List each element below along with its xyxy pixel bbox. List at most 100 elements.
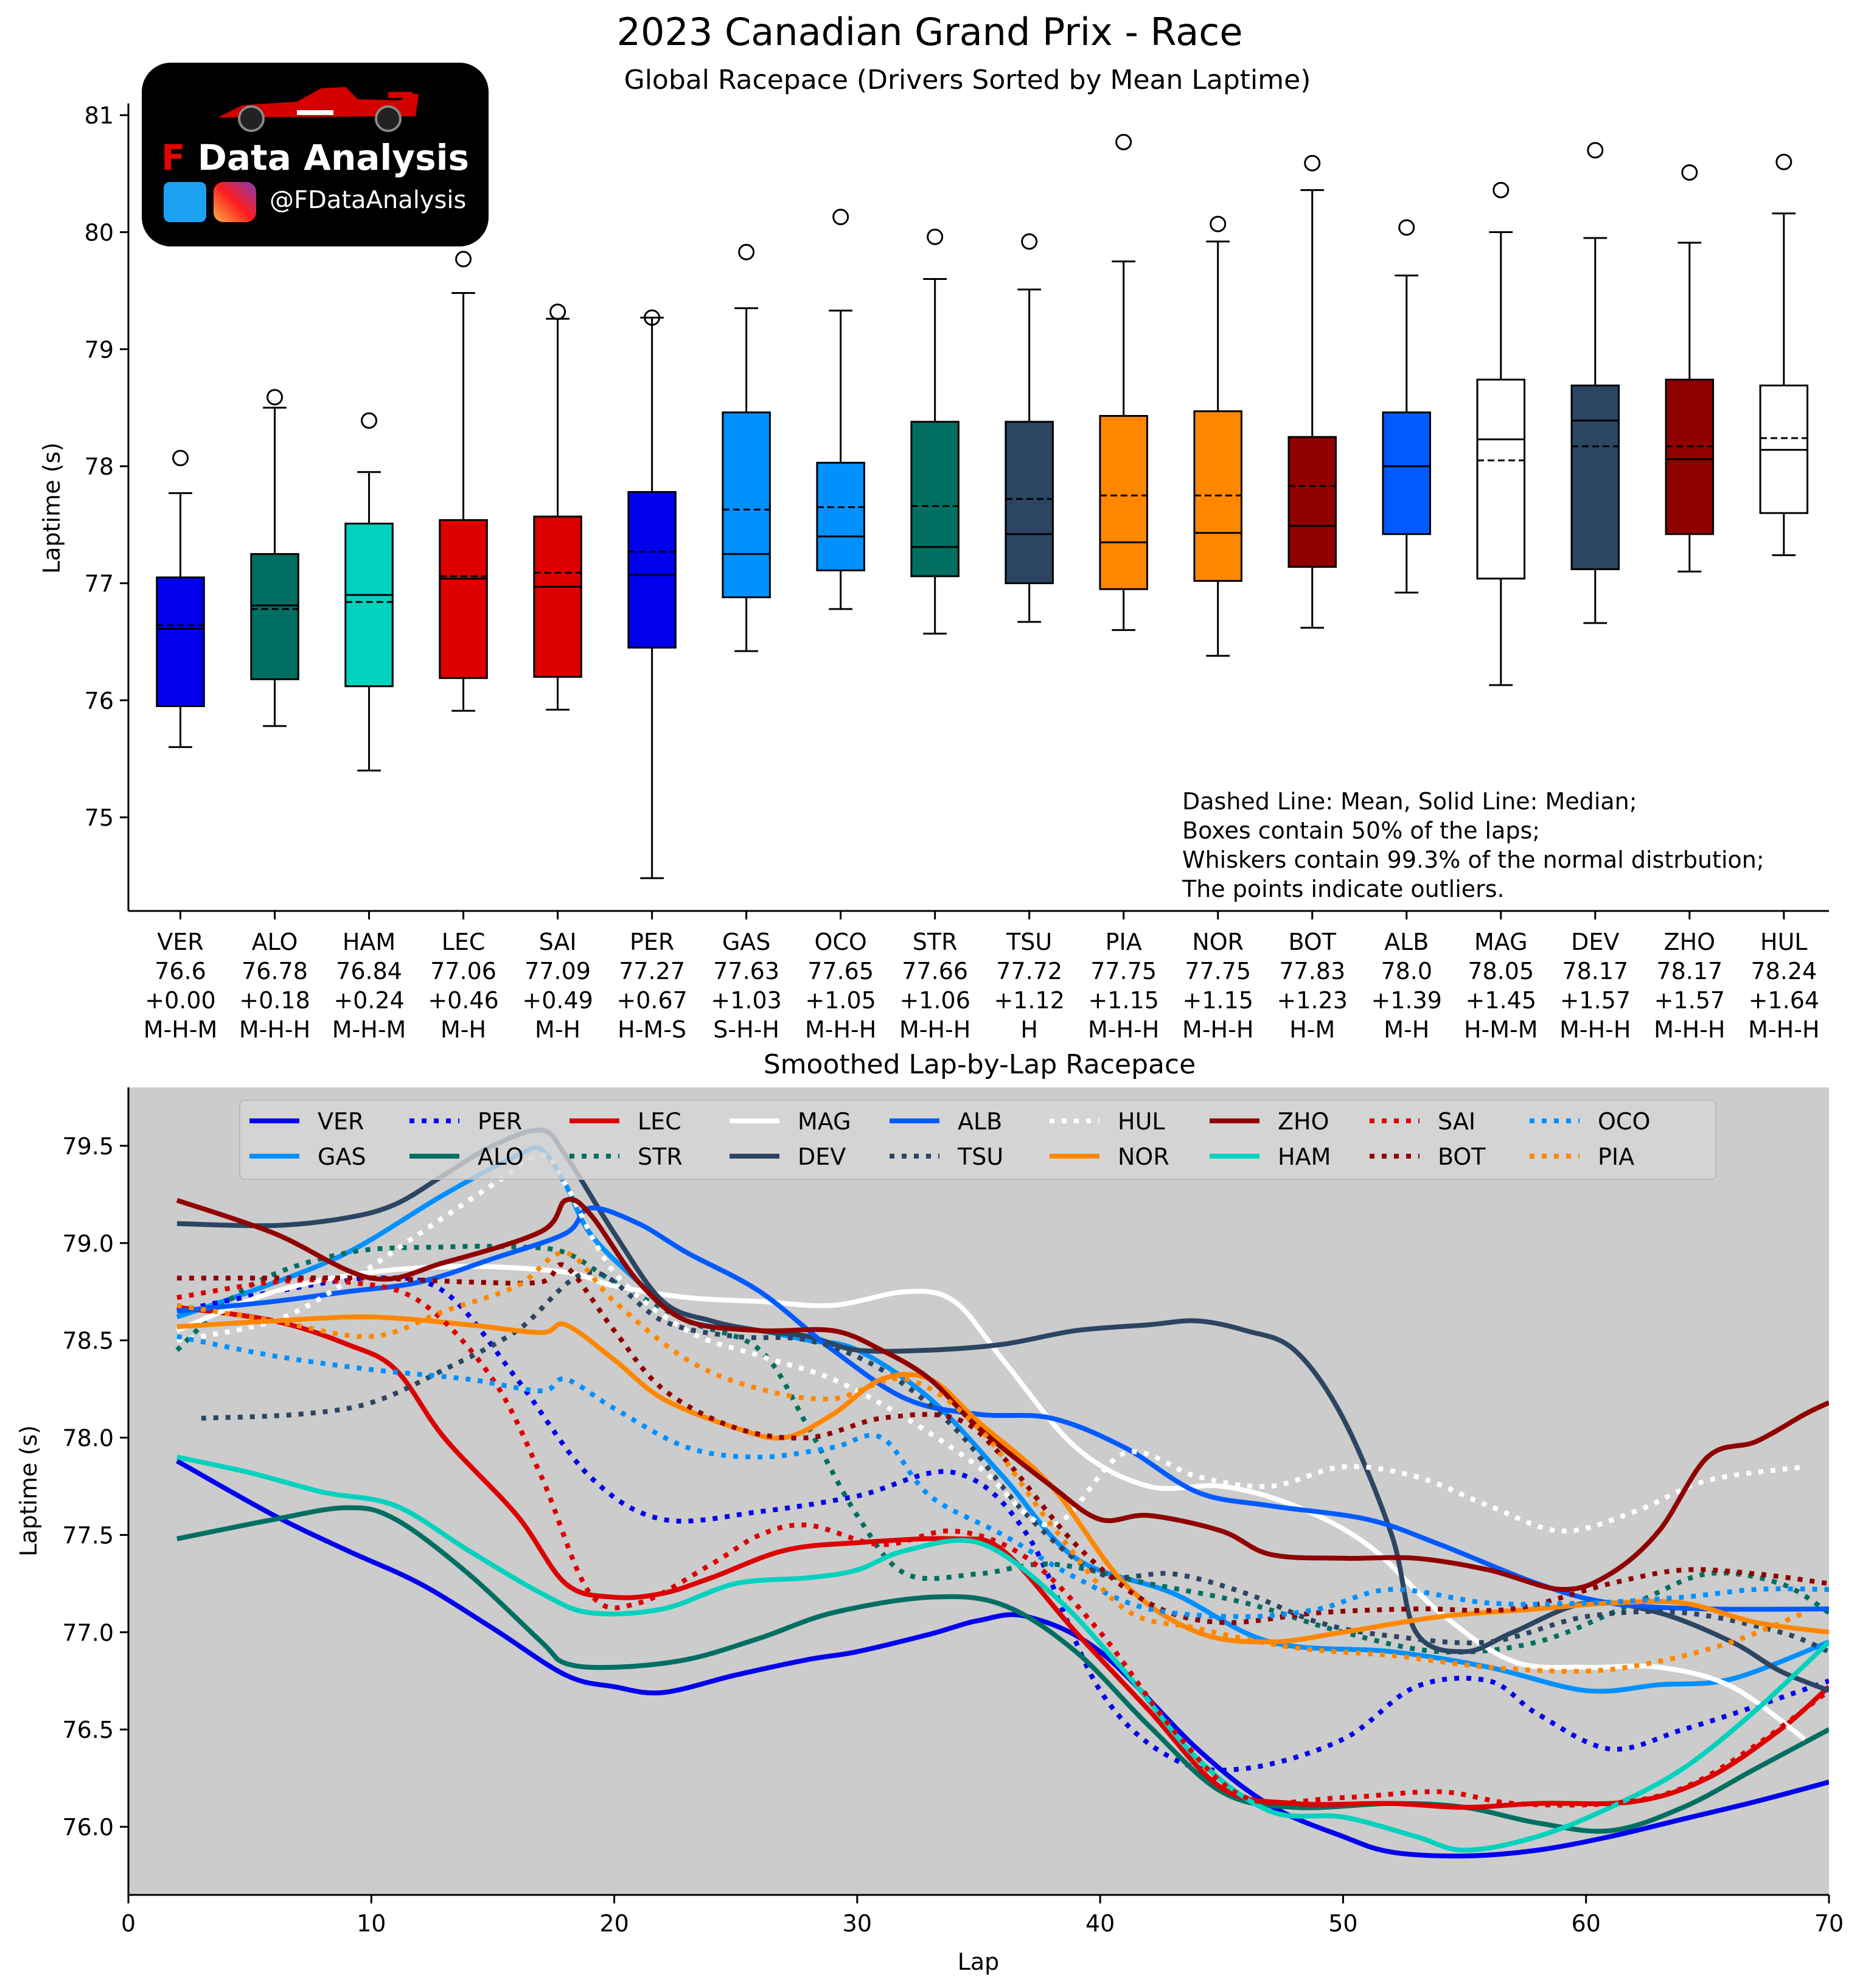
lineplot-series-ham [176, 1454, 1829, 1853]
boxplot-iqr-box [344, 522, 394, 688]
boxplot-ytick-label: 76 [85, 688, 114, 714]
boxplot-iqr-box [816, 461, 865, 571]
lineplot-legend-label: BOT [1438, 1143, 1486, 1170]
lineplot-title: Smoothed Lap-by-Lap Racepace [764, 1049, 1196, 1080]
lineplot-ytick-label: 78.5 [62, 1328, 114, 1355]
boxplot-driver-tyres: M-H-H [1182, 1016, 1253, 1043]
boxplot-driver-code: ALO [252, 929, 298, 955]
boxplot-box-hul [1759, 153, 1809, 556]
boxplot-driver-tyres: M-H-H [899, 1016, 970, 1043]
lineplot-legend-label: VER [318, 1108, 364, 1135]
boxplot-ytick-label: 81 [85, 102, 114, 129]
boxplot-note-line: Dashed Line: Mean, Solid Line: Median; [1182, 788, 1637, 815]
boxplot-driver-mean: 78.17 [1562, 958, 1628, 985]
boxplot-driver-mean: 77.75 [1185, 958, 1251, 985]
boxplot-driver-code: PER [630, 929, 674, 955]
boxplot-driver-gap: +1.06 [899, 987, 970, 1014]
boxplot-outlier [738, 243, 755, 260]
boxplot-driver-tyres: M-H-H [1559, 1016, 1631, 1043]
boxplot-driver-code: VER [157, 929, 203, 955]
lineplot-legend-label: GAS [318, 1143, 366, 1170]
lineplot-ytick-label: 76.0 [62, 1814, 114, 1841]
lineplot-xtick-label: 70 [1814, 1910, 1844, 1937]
lineplot-series-str [175, 1244, 1829, 1655]
lineplot-xtick-label: 20 [599, 1910, 629, 1937]
boxplot-driver-mean: 78.05 [1468, 958, 1534, 985]
boxplot-box-mag [1476, 181, 1526, 686]
boxplot-note-line: The points indicate outliers. [1182, 876, 1505, 902]
lineplot-ytick-label: 76.5 [62, 1717, 114, 1743]
figure-title: 2023 Canadian Grand Prix - Race [617, 10, 1243, 54]
boxplot-driver-code: MAG [1474, 929, 1528, 955]
boxplot-box-sai [533, 303, 582, 711]
boxplot-driver-code: HUL [1760, 929, 1808, 955]
lineplot-xtick-label: 0 [121, 1910, 136, 1937]
boxplot-driver-tyres: M-H [441, 1016, 486, 1043]
boxplot-ytick-label: 75 [85, 804, 114, 831]
boxplot-driver-code: OCO [814, 929, 866, 955]
lineplot-xtick-label: 10 [357, 1910, 386, 1937]
boxplot-driver-tyres: M-H-H [1654, 1016, 1725, 1043]
boxplot-driver-gap: +1.03 [711, 987, 781, 1014]
boxplot-box-ham [344, 412, 394, 772]
boxplot-box-ver [156, 450, 205, 748]
lineplot-series-mag [176, 1264, 1806, 1742]
boxplot-box-alb [1382, 219, 1432, 594]
lineplot-legend-label: NOR [1118, 1143, 1169, 1170]
boxplot-iqr-box [722, 411, 771, 599]
boxplot-ytick-label: 80 [85, 220, 114, 246]
boxplot-driver-tyres: M-H [1384, 1016, 1429, 1043]
boxplot-iqr-box [533, 515, 582, 678]
lineplot-legend-label: ALO [478, 1143, 524, 1170]
lineplot-series-nor [176, 1314, 1829, 1645]
lineplot-ytick-label: 79.5 [62, 1133, 114, 1160]
boxplot-driver-gap: +1.64 [1749, 987, 1819, 1014]
boxplot-driver-code: BOT [1288, 929, 1336, 955]
boxplot-driver-mean: 76.78 [242, 958, 308, 985]
boxplot-note-line: Boxes contain 50% of the laps; [1182, 817, 1540, 844]
boxplot-driver-gap: +1.23 [1277, 987, 1348, 1014]
boxplot-panel: Global Racepace (Drivers Sorted by Mean … [38, 65, 1829, 1043]
boxplot-driver-tyres: M-H [535, 1016, 580, 1043]
boxplot-driver-mean: 78.17 [1656, 958, 1722, 985]
boxplot-driver-mean: 77.06 [430, 958, 496, 985]
boxplot-driver-tyres: M-H-H [805, 1016, 876, 1043]
boxplot-driver-mean: 76.84 [336, 958, 402, 985]
lineplot-xtick-label: 40 [1085, 1910, 1115, 1937]
boxplot-iqr-box [250, 553, 299, 680]
boxplot-driver-mean: 77.75 [1090, 958, 1157, 985]
boxplot-driver-code: PIA [1106, 929, 1142, 955]
boxplot-driver-code: TSU [1006, 929, 1052, 955]
lineplot-xlabel: Lap [958, 1948, 1000, 1975]
boxplot-driver-tyres: M-H-M [332, 1016, 406, 1043]
boxplot-iqr-box [910, 420, 960, 577]
lineplot-series-tsu [201, 1269, 1829, 1655]
boxplot-driver-tyres: H-M-M [1464, 1016, 1538, 1043]
boxplot-box-nor [1193, 215, 1242, 657]
boxplot-outlier [361, 412, 378, 429]
boxplot-driver-mean: 76.6 [155, 958, 206, 985]
boxplot-outlier [1304, 155, 1321, 172]
boxplot-driver-gap: +0.24 [333, 987, 404, 1014]
lineplot-legend-label: TSU [957, 1143, 1003, 1170]
lineplot-series-per [176, 1275, 1829, 1773]
boxplot-driver-mean: 77.72 [996, 958, 1062, 985]
lineplot-series-pia [176, 1250, 1806, 1674]
boxplot-outlier [1775, 153, 1792, 170]
boxplot-outlier [1398, 219, 1415, 236]
lineplot-series-bot [176, 1262, 1829, 1625]
race-car-icon [218, 87, 419, 132]
lineplot-legend-label: LEC [638, 1108, 681, 1135]
lineplot-legend-label: STR [638, 1143, 683, 1170]
lineplot-series-ver [175, 1459, 1829, 1859]
lineplot-background [128, 1087, 1829, 1895]
boxplot-box-dev [1570, 142, 1620, 624]
boxplot-driver-gap: +0.18 [239, 987, 310, 1014]
boxplot-box-oco [816, 209, 865, 610]
boxplot-outlier [1587, 142, 1604, 159]
lineplot-ylabel: Laptime (s) [15, 1425, 42, 1557]
boxplot-outlier [266, 389, 284, 406]
logo-title: F Data Analysis [161, 137, 470, 178]
boxplot-driver-gap: +0.46 [428, 987, 498, 1014]
